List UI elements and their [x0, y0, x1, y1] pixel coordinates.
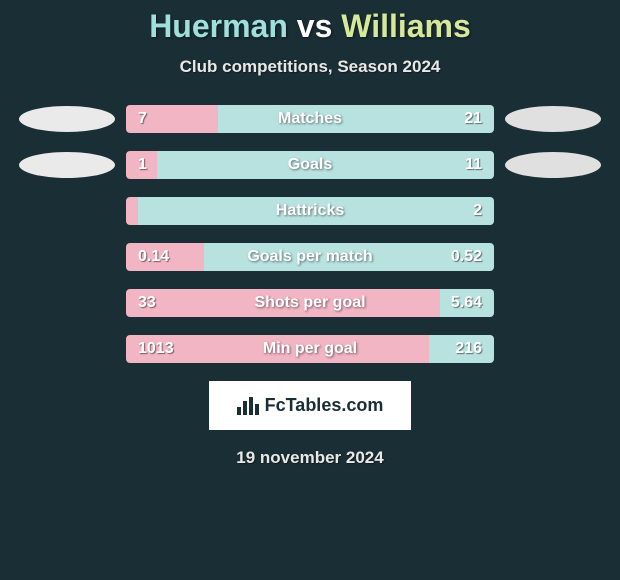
stat-value-right: 216	[455, 340, 482, 358]
stat-value-right: 0.52	[451, 248, 482, 266]
stat-label: Matches	[278, 110, 342, 128]
logo-slot-right	[494, 106, 612, 132]
team-logo-placeholder	[505, 106, 601, 132]
page-title: Huerman vs Williams	[0, 8, 620, 45]
logo-slot-left	[8, 106, 126, 132]
stats-chart: 721Matches111Goals02Hattricks0.140.52Goa…	[0, 105, 620, 363]
vs-label: vs	[297, 8, 333, 44]
player1-name: Huerman	[149, 8, 288, 44]
stat-bar: 7 21 Matches	[126, 105, 494, 133]
stat-label: Goals	[288, 156, 332, 174]
stat-value-left: 33	[138, 294, 156, 312]
bar-segment-left: 1	[126, 151, 157, 179]
stat-value-right: 21	[464, 110, 482, 128]
logo-slot-left	[8, 152, 126, 178]
bar-chart-icon	[237, 397, 259, 415]
stat-label: Min per goal	[263, 340, 357, 358]
stat-bar: 0 2 Hattricks	[126, 197, 494, 225]
bar-segment-left: 7	[126, 105, 218, 133]
stat-bar: 33 5.64 Shots per goal	[126, 289, 494, 317]
stat-row: 0 2 Hattricks	[8, 197, 612, 225]
stat-label: Goals per match	[247, 248, 372, 266]
stat-value-right: 2	[473, 202, 482, 220]
stat-value-left: 7	[138, 110, 147, 128]
bar-segment-right: 5.64	[440, 289, 494, 317]
logo-slot-right	[494, 152, 612, 178]
stat-value-right: 11	[465, 156, 482, 174]
player2-name: Williams	[341, 8, 471, 44]
bar-segment-left: 0	[126, 197, 138, 225]
stat-row: 0.14 0.52 Goals per match	[8, 243, 612, 271]
bar-segment-left: 0.14	[126, 243, 204, 271]
stat-row: 111Goals	[8, 151, 612, 179]
snapshot-date: 19 november 2024	[236, 448, 383, 468]
stat-bar: 1013 216 Min per goal	[126, 335, 494, 363]
bar-segment-right: 21	[218, 105, 494, 133]
subtitle: Club competitions, Season 2024	[0, 57, 620, 77]
team-logo-placeholder	[19, 106, 115, 132]
team-logo-placeholder	[505, 152, 601, 178]
brand-text: FcTables.com	[265, 395, 384, 416]
stat-row: 33 5.64 Shots per goal	[8, 289, 612, 317]
stat-value-left: 0.14	[138, 248, 169, 266]
team-logo-placeholder	[19, 152, 115, 178]
stat-bar: 0.14 0.52 Goals per match	[126, 243, 494, 271]
stat-row: 7 21 Matches	[8, 105, 612, 133]
brand-badge[interactable]: FcTables.com	[209, 381, 412, 430]
comparison-widget: Huerman vs Williams Club competitions, S…	[0, 0, 620, 468]
stat-bar: 111Goals	[126, 151, 494, 179]
stat-label: Hattricks	[276, 202, 344, 220]
bar-segment-right: 216	[429, 335, 494, 363]
stat-value-left: 1	[138, 156, 147, 174]
stat-value-left: 1013	[138, 340, 174, 358]
stat-value-right: 5.64	[451, 294, 482, 312]
stat-row: 1013 216 Min per goal	[8, 335, 612, 363]
footer: FcTables.com 19 november 2024	[0, 381, 620, 468]
stat-label: Shots per goal	[254, 294, 365, 312]
